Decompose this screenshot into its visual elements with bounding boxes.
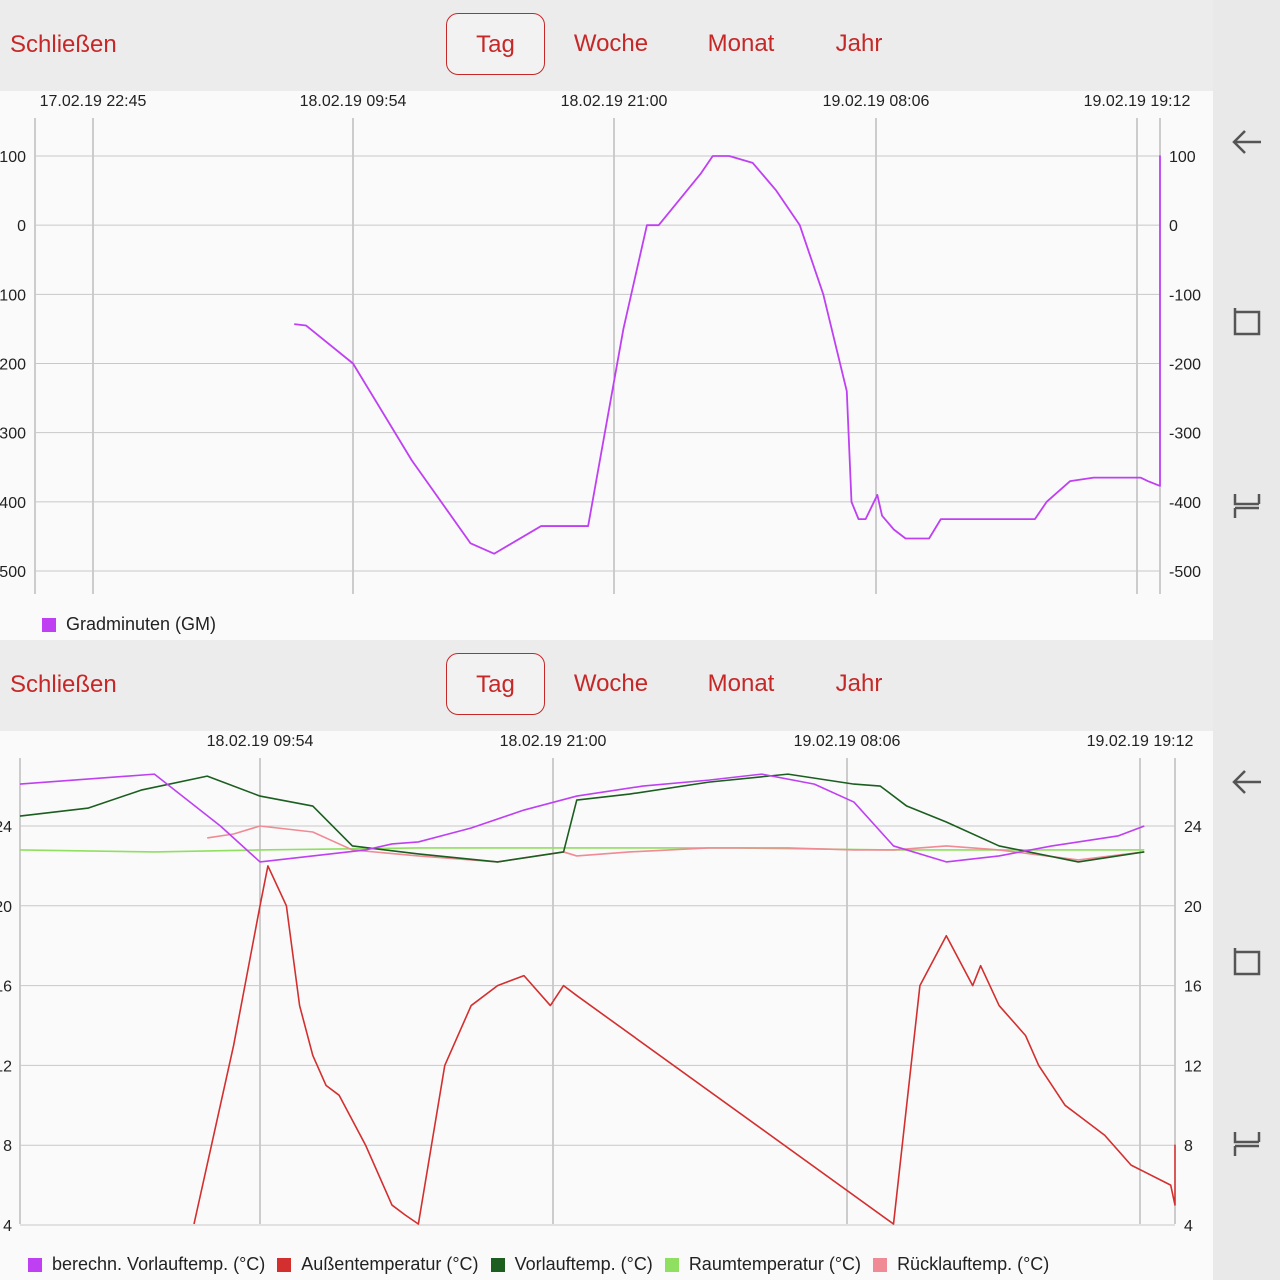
panel2-toolbar: Schließen Tag Woche Monat Jahr [0,640,1213,731]
legend-swatch-raumtemperatur [664,1257,679,1272]
panel1-legend: Gradminuten (GM) [42,614,216,635]
system-navigation-bar [1213,0,1280,1280]
x-tick-label: 19.02.19 19:12 [1084,93,1191,110]
legend-swatch-vorlauftemp [490,1257,505,1272]
plot-background [0,731,1213,1251]
tab-woche[interactable]: Woche [573,30,649,57]
tab-tag[interactable]: Tag [446,13,545,75]
y-tick-label-left: -300 [0,426,26,443]
back-icon[interactable] [1213,122,1280,167]
close-button[interactable]: Schließen [10,31,117,58]
y-tick-label-left: 16 [0,979,12,996]
y-tick-label-left: 12 [0,1058,12,1075]
y-tick-label-right: -500 [1169,564,1201,581]
legend-swatch-gradminuten [42,617,56,632]
y-tick-label-left: 100 [0,149,26,166]
overview-icon[interactable] [1213,302,1280,347]
y-tick-label-right: -400 [1169,495,1201,512]
panel1-toolbar: Schließen Tag Woche Monat Jahr [0,0,1213,91]
y-tick-label-left: -400 [0,495,26,512]
series-line-ruecklauftemp [207,825,1145,863]
x-tick-label: 18.02.19 09:54 [207,733,314,750]
y-tick-label-right: -100 [1169,287,1201,304]
tab-monat[interactable]: Monat [707,30,775,57]
legend-label-vorlauftemp: Vorlauftemp. (°C) [514,1254,653,1274]
y-tick-label-right: 0 [1169,218,1178,235]
tab-tag[interactable]: Tag [446,653,545,715]
y-tick-label-right: 16 [1184,979,1202,996]
legend-swatch-aussentemperatur [277,1257,292,1272]
y-tick-label-left: -100 [0,287,26,304]
y-tick-label-left: 4 [3,1218,12,1235]
recent-apps-icon[interactable] [1213,486,1280,531]
overview-icon[interactable] [1213,942,1280,987]
x-tick-label: 19.02.19 19:12 [1087,733,1194,750]
y-tick-label-right: 20 [1184,899,1202,916]
main-content: Schließen Tag Woche Monat Jahr 100 100 0 0 -… [0,0,1213,1280]
y-tick-label-right: -200 [1169,357,1201,374]
x-tick-label: 18.02.19 09:54 [300,93,407,110]
series-line-vorlauftemp [19,773,1145,863]
y-tick-label-left: -500 [0,564,26,581]
gradminuten-chart[interactable]: 100 100 0 0 -100 -100 -200 -200 -300 -300 -400 -400… [0,91,1213,640]
x-tick-label: 19.02.19 08:06 [794,733,901,750]
back-icon[interactable] [1213,762,1280,807]
series-line-berechn-vorlauftemp [19,773,1145,863]
tab-monat[interactable]: Monat [707,670,775,697]
legend-label-raumtemperatur: Raumtemperatur (°C) [688,1254,862,1274]
y-tick-label-right: -300 [1169,426,1201,443]
tab-jahr[interactable]: Jahr [835,670,883,697]
legend-label-aussentemperatur: Außentemperatur (°C) [301,1254,479,1274]
recent-apps-icon[interactable] [1213,1124,1280,1169]
legend-label-berechn-vorlauftemp: berechn. Vorlauftemp. (°C) [52,1254,266,1274]
y-tick-label-right: 100 [1169,149,1196,166]
close-button[interactable]: Schließen [10,671,117,698]
x-tick-label: 17.02.19 22:45 [40,93,147,110]
y-tick-label-right: 8 [1184,1138,1193,1155]
x-tick-label: 19.02.19 08:06 [823,93,930,110]
legend-label-gradminuten: Gradminuten (GM) [66,614,217,634]
x-tick-label: 18.02.19 21:00 [500,733,607,750]
plot-background [0,91,1213,640]
series-line-aussentemperatur [193,865,1176,1225]
legend-swatch-ruecklauftemp [873,1257,888,1272]
series-line-gradminuten [294,155,1161,555]
legend-swatch-berechn-vorlauftemp [28,1257,42,1272]
x-tick-label: 18.02.19 21:00 [561,93,668,110]
y-tick-label-right: 24 [1184,819,1202,836]
tab-jahr[interactable]: Jahr [835,30,883,57]
y-tick-label-right: 4 [1184,1218,1193,1235]
temperature-chart[interactable]: 24 24 20 20 16 16 12 12 8 8 4 4 18.02.19 09:54 18.02.… [0,731,1213,1251]
tab-woche[interactable]: Woche [573,670,649,697]
y-tick-label-left: 24 [0,819,12,836]
y-tick-label-right: 12 [1184,1058,1202,1075]
y-tick-label-left: 0 [17,218,26,235]
y-tick-label-left: 8 [3,1138,12,1155]
panel2-legend: berechn. Vorlauftemp. (°C) Außentemperat… [28,1254,1049,1275]
y-tick-label-left: 20 [0,899,12,916]
legend-label-ruecklauftemp: Rücklauftemp. (°C) [897,1254,1050,1274]
y-tick-label-left: -200 [0,357,26,374]
